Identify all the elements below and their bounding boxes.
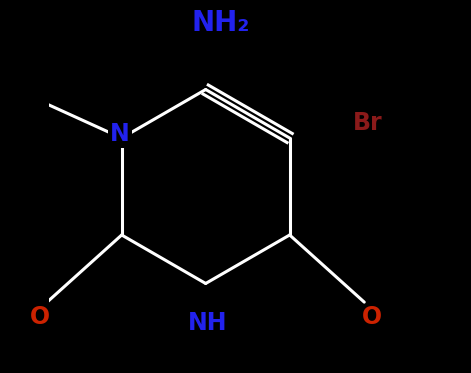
Text: O: O (362, 305, 382, 329)
Text: NH₂: NH₂ (191, 9, 250, 37)
Text: N: N (110, 122, 130, 145)
Text: NH: NH (188, 311, 227, 335)
Text: O: O (30, 305, 49, 329)
Text: Br: Br (353, 111, 382, 135)
